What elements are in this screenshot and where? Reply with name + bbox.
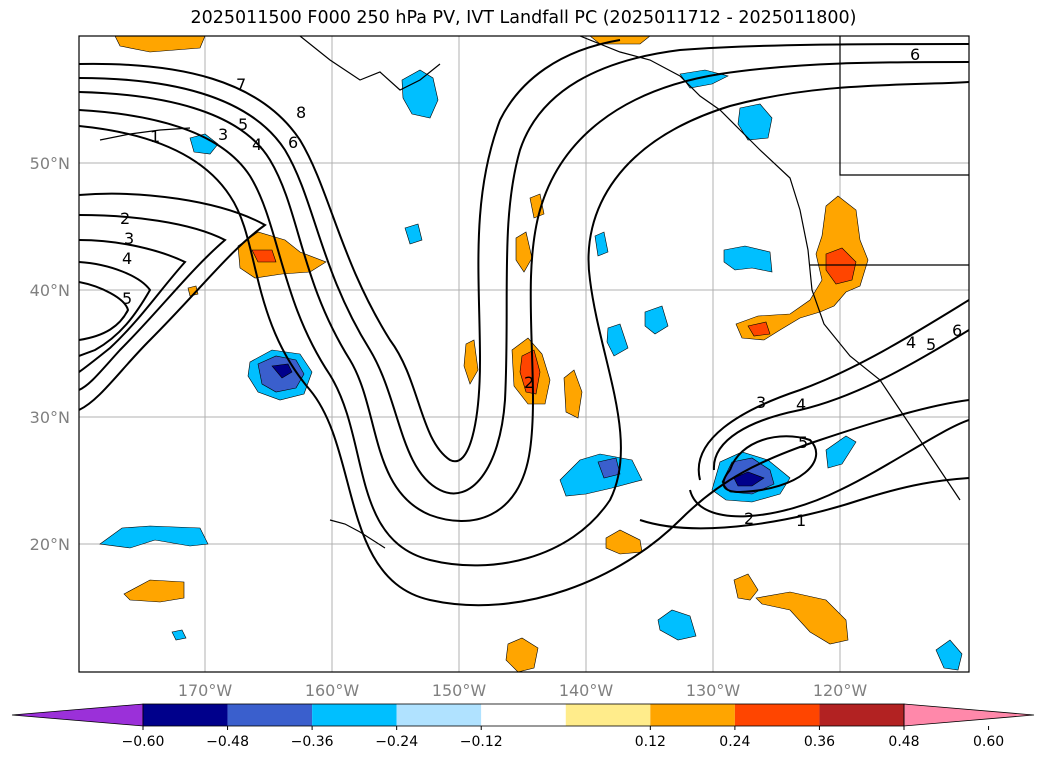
anomaly-positive (123, 579, 185, 603)
colorbar-tick-label: −0.12 (460, 734, 503, 750)
lon-tick-label: 130°W (686, 681, 741, 700)
pv-anomaly-fills (99, 36, 963, 672)
contour-label: 2 (120, 209, 130, 228)
colorbar-tick-label: 0.36 (804, 734, 835, 750)
lon-tick-label: 150°W (432, 681, 487, 700)
colorbar-segment (819, 704, 904, 726)
contour-label: 5 (926, 335, 936, 354)
lon-tick-label: 120°W (813, 681, 868, 700)
lat-tick-label: 20°N (30, 535, 70, 554)
anomaly-negative (404, 223, 423, 245)
colorbar (11, 703, 1035, 727)
colorbar-tick-label: −0.60 (122, 734, 165, 750)
colorbar-segment (650, 704, 735, 726)
anomaly-negative (606, 323, 629, 357)
map-title: 2025011500 F000 250 hPa PV, IVT Landfall… (190, 8, 857, 28)
anomaly-negative (559, 453, 643, 497)
anomaly-negative (723, 245, 773, 273)
contour-label: 3 (218, 125, 228, 144)
anomaly-negative (737, 103, 773, 141)
colorbar-segment (565, 704, 651, 726)
contour-label: 8 (296, 103, 306, 122)
colorbar-ticks: −0.60 −0.48 −0.36 −0.24 −0.12 0.12 0.24 0.36 0.4… (122, 726, 1004, 750)
anomaly-positive (733, 573, 759, 601)
lat-tick-label: 50°N (30, 154, 70, 173)
anomaly-negative (733, 471, 765, 487)
colorbar-outline (142, 703, 905, 727)
anomaly-negative (597, 457, 621, 479)
contour-label: 6 (910, 45, 920, 64)
anomaly-positive (747, 321, 771, 337)
anomaly-negative (401, 69, 439, 119)
colorbar-segment (227, 704, 313, 726)
contour-label: 2 (744, 509, 754, 528)
contour-label: 3 (124, 229, 134, 248)
contour-label: 1 (150, 127, 160, 146)
colorbar-tick-label: −0.24 (375, 734, 418, 750)
colorbar-tick-label: 0.24 (719, 734, 750, 750)
lat-tick-label: 40°N (30, 281, 70, 300)
anomaly-positive (463, 339, 479, 385)
contour-label: 1 (796, 511, 806, 530)
anomaly-positive (529, 193, 545, 219)
lon-tick-label: 160°W (305, 681, 360, 700)
anomaly-negative (271, 363, 293, 379)
colorbar-tick-label: 0.48 (888, 734, 919, 750)
anomaly-positive (505, 637, 539, 672)
contour-label: 4 (796, 395, 806, 414)
colorbar-segment (396, 704, 482, 726)
map-panel: 1 3 5 4 7 8 6 2 3 4 5 6 2 3 4 5 2 1 4 5 (78, 35, 970, 673)
anomaly-positive (251, 249, 277, 263)
anomaly-negative (935, 639, 963, 671)
anomaly-positive (515, 231, 533, 273)
contour-label: 6 (952, 321, 962, 340)
colorbar-extend-high (903, 703, 1035, 727)
lon-tick-label: 170°W (178, 681, 233, 700)
contour-label: 6 (288, 133, 298, 152)
anomaly-positive (735, 195, 869, 341)
pv-contours (79, 39, 969, 607)
colorbar-segment (312, 704, 397, 726)
lat-tick-label: 30°N (30, 408, 70, 427)
anomaly-positive (519, 349, 541, 395)
colorbar-tick-label: −0.48 (206, 734, 249, 750)
anomaly-negative (644, 305, 669, 335)
contour-label: 3 (756, 393, 766, 412)
contour-label: 5 (238, 115, 248, 134)
colorbar-segment (481, 704, 566, 726)
anomaly-negative (171, 629, 187, 641)
latitude-labels: 50°N 40°N 30°N 20°N (30, 154, 70, 554)
anomaly-positive (237, 231, 327, 279)
contour-label: 7 (236, 75, 246, 94)
contour-label: 4 (252, 135, 262, 154)
colorbar-segment (143, 704, 228, 726)
longitude-labels: 170°W 160°W 150°W 140°W 130°W 120°W (178, 681, 868, 700)
contour-label: 5 (122, 289, 132, 308)
colorbar-segment (734, 704, 820, 726)
colorbar-tick-label: 0.12 (635, 734, 666, 750)
anomaly-positive (563, 369, 583, 419)
colorbar-tick-label: 0.60 (973, 734, 1004, 750)
anomaly-positive (114, 36, 206, 53)
contour-label: 4 (122, 249, 132, 268)
contour-label: 4 (906, 333, 916, 352)
anomaly-negative (594, 231, 609, 257)
colorbar-tick-label: −0.36 (291, 734, 334, 750)
contour-label: 5 (798, 433, 808, 452)
coastlines (99, 36, 969, 549)
anomaly-negative (99, 525, 209, 549)
anomaly-negative (825, 435, 857, 469)
anomaly-positive (825, 247, 857, 285)
contour-labels: 1 3 5 4 7 8 6 2 3 4 5 6 2 3 4 5 2 1 4 5 (120, 45, 962, 530)
anomaly-positive (755, 591, 849, 645)
contour-label: 2 (524, 373, 534, 392)
colorbar-extend-low (11, 703, 144, 727)
anomaly-negative (657, 609, 697, 641)
lon-tick-label: 140°W (559, 681, 614, 700)
anomaly-negative (189, 133, 219, 155)
